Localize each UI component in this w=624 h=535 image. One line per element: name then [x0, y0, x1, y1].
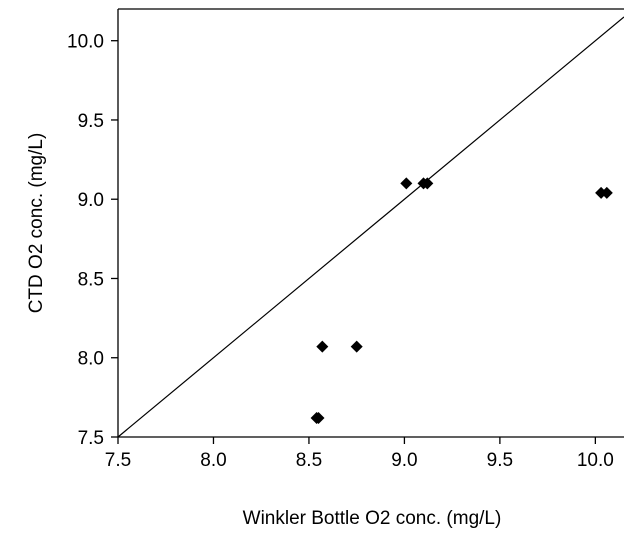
data-point	[350, 340, 363, 353]
y-tick-label: 7.5	[78, 428, 104, 449]
x-tick-label: 8.5	[296, 450, 322, 471]
axes	[111, 8, 624, 444]
y-tick-label: 8.5	[78, 269, 104, 290]
data-point	[316, 340, 329, 353]
data-point	[421, 177, 434, 190]
x-tick-label: 9.5	[487, 450, 513, 471]
y-tick-label: 9.5	[78, 111, 104, 132]
data-point	[312, 411, 325, 424]
data-point	[400, 177, 413, 190]
data-point	[600, 186, 613, 199]
x-tick-label: 8.0	[200, 450, 226, 471]
x-tick-label: 10.0	[577, 450, 614, 471]
x-tick-label: 9.0	[391, 450, 417, 471]
reference-line-group	[117, 16, 624, 438]
x-tick-label: 7.5	[105, 450, 131, 471]
y-tick-label: 9.0	[78, 190, 104, 211]
tick-labels: 7.5 8.0 8.5 9.0 9.5 10.0 7.5 8.0 8.5 9.0 9.5 10.0	[67, 32, 614, 471]
y-tick-label: 8.0	[78, 349, 104, 370]
one-to-one-line	[117, 16, 624, 438]
y-tick-label: 10.0	[67, 32, 104, 53]
y-axis-title: CTD O2 conc. (mg/L)	[26, 133, 47, 314]
x-axis-title: Winkler Bottle O2 conc. (mg/L)	[243, 508, 502, 529]
data-points	[310, 177, 613, 424]
